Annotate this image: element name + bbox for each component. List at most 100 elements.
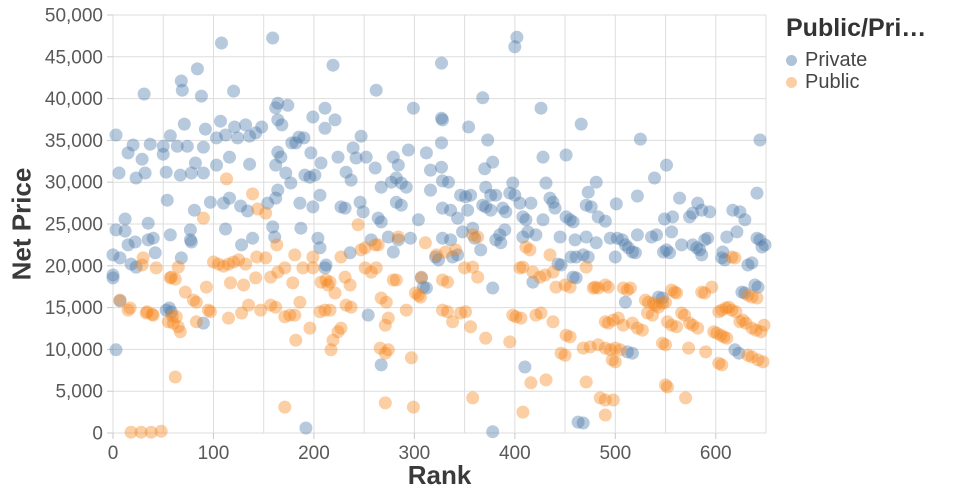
data-point-public[interactable]	[707, 325, 721, 339]
data-point-private[interactable]	[750, 186, 764, 200]
data-point-private[interactable]	[479, 200, 493, 214]
data-point-private[interactable]	[227, 84, 241, 98]
data-point-public[interactable]	[251, 202, 265, 216]
data-point-public[interactable]	[293, 295, 307, 309]
data-point-private[interactable]	[318, 261, 332, 275]
data-point-public[interactable]	[756, 355, 770, 369]
data-point-private[interactable]	[589, 236, 603, 250]
data-point-private[interactable]	[177, 117, 191, 131]
data-point-public[interactable]	[379, 295, 393, 309]
data-point-public[interactable]	[413, 290, 427, 304]
data-point-private[interactable]	[371, 211, 385, 225]
data-point-private[interactable]	[249, 126, 263, 140]
data-point-private[interactable]	[386, 245, 400, 259]
data-point-private[interactable]	[369, 83, 383, 97]
data-point-public[interactable]	[616, 318, 630, 332]
data-point-public[interactable]	[625, 316, 639, 330]
data-point-private[interactable]	[137, 87, 151, 101]
data-point-private[interactable]	[319, 258, 333, 272]
data-point-private[interactable]	[196, 316, 210, 330]
data-point-public[interactable]	[647, 296, 660, 310]
data-point-private[interactable]	[175, 83, 189, 97]
data-point-private[interactable]	[462, 120, 476, 134]
data-point-public[interactable]	[189, 295, 203, 309]
data-point-public[interactable]	[264, 270, 278, 284]
data-point-private[interactable]	[135, 152, 149, 166]
data-point-public[interactable]	[534, 306, 548, 320]
data-point-private[interactable]	[314, 156, 328, 170]
data-point-private[interactable]	[732, 346, 746, 360]
data-point-public[interactable]	[538, 268, 552, 282]
data-point-private[interactable]	[106, 271, 120, 285]
data-point-private[interactable]	[751, 280, 765, 294]
data-point-private[interactable]	[219, 222, 232, 236]
data-point-private[interactable]	[210, 158, 223, 172]
data-point-private[interactable]	[432, 253, 445, 267]
data-point-public[interactable]	[665, 283, 679, 297]
data-point-private[interactable]	[217, 196, 230, 210]
data-point-private[interactable]	[603, 231, 617, 245]
data-point-private[interactable]	[461, 203, 475, 217]
data-point-private[interactable]	[496, 201, 510, 215]
data-point-private[interactable]	[386, 150, 400, 164]
data-point-private[interactable]	[303, 170, 317, 184]
data-point-public[interactable]	[635, 323, 649, 337]
data-point-public[interactable]	[464, 320, 478, 334]
data-point-private[interactable]	[648, 171, 661, 185]
data-point-private[interactable]	[285, 136, 299, 150]
data-point-public[interactable]	[710, 326, 724, 340]
data-point-public[interactable]	[399, 303, 413, 317]
data-point-private[interactable]	[559, 148, 573, 162]
data-point-public[interactable]	[601, 280, 615, 294]
data-point-private[interactable]	[210, 131, 223, 145]
data-point-private[interactable]	[391, 158, 405, 172]
data-point-public[interactable]	[343, 278, 357, 292]
data-point-private[interactable]	[138, 166, 152, 180]
data-point-public[interactable]	[146, 308, 160, 322]
data-point-public[interactable]	[750, 291, 764, 305]
data-point-private[interactable]	[446, 250, 460, 264]
data-point-public[interactable]	[606, 393, 620, 407]
data-point-public[interactable]	[168, 272, 182, 286]
data-point-public[interactable]	[378, 346, 392, 360]
data-point-public[interactable]	[679, 391, 693, 405]
data-point-private[interactable]	[234, 199, 248, 213]
data-point-private[interactable]	[284, 176, 298, 190]
data-point-private[interactable]	[334, 200, 348, 214]
data-point-private[interactable]	[591, 210, 605, 224]
data-point-public[interactable]	[579, 260, 593, 274]
data-point-private[interactable]	[456, 225, 470, 239]
data-point-public[interactable]	[313, 305, 327, 319]
data-point-public[interactable]	[729, 305, 743, 319]
data-point-private[interactable]	[266, 31, 280, 45]
data-point-private[interactable]	[598, 214, 612, 228]
data-point-private[interactable]	[129, 260, 143, 274]
data-point-public[interactable]	[601, 316, 615, 330]
data-point-public[interactable]	[449, 243, 463, 257]
data-point-private[interactable]	[269, 191, 283, 205]
data-point-private[interactable]	[436, 201, 449, 215]
data-point-private[interactable]	[546, 195, 560, 209]
data-point-public[interactable]	[351, 218, 365, 232]
data-point-public[interactable]	[719, 301, 733, 315]
data-point-public[interactable]	[296, 261, 310, 275]
data-point-public[interactable]	[136, 251, 150, 265]
data-point-private[interactable]	[620, 345, 634, 359]
data-point-private[interactable]	[479, 180, 493, 194]
data-point-private[interactable]	[630, 189, 644, 203]
data-point-private[interactable]	[478, 162, 492, 176]
data-point-private[interactable]	[163, 228, 177, 242]
data-point-public[interactable]	[271, 265, 285, 279]
data-point-public[interactable]	[458, 261, 472, 275]
data-point-private[interactable]	[695, 203, 709, 217]
data-point-public[interactable]	[739, 316, 753, 330]
data-point-public[interactable]	[436, 273, 449, 287]
data-point-private[interactable]	[503, 186, 517, 200]
data-point-private[interactable]	[156, 147, 170, 161]
data-point-private[interactable]	[733, 205, 747, 219]
data-point-private[interactable]	[184, 166, 198, 180]
data-point-public[interactable]	[608, 355, 622, 369]
data-point-public[interactable]	[246, 187, 260, 201]
data-point-public[interactable]	[642, 295, 655, 309]
data-point-private[interactable]	[435, 111, 448, 125]
